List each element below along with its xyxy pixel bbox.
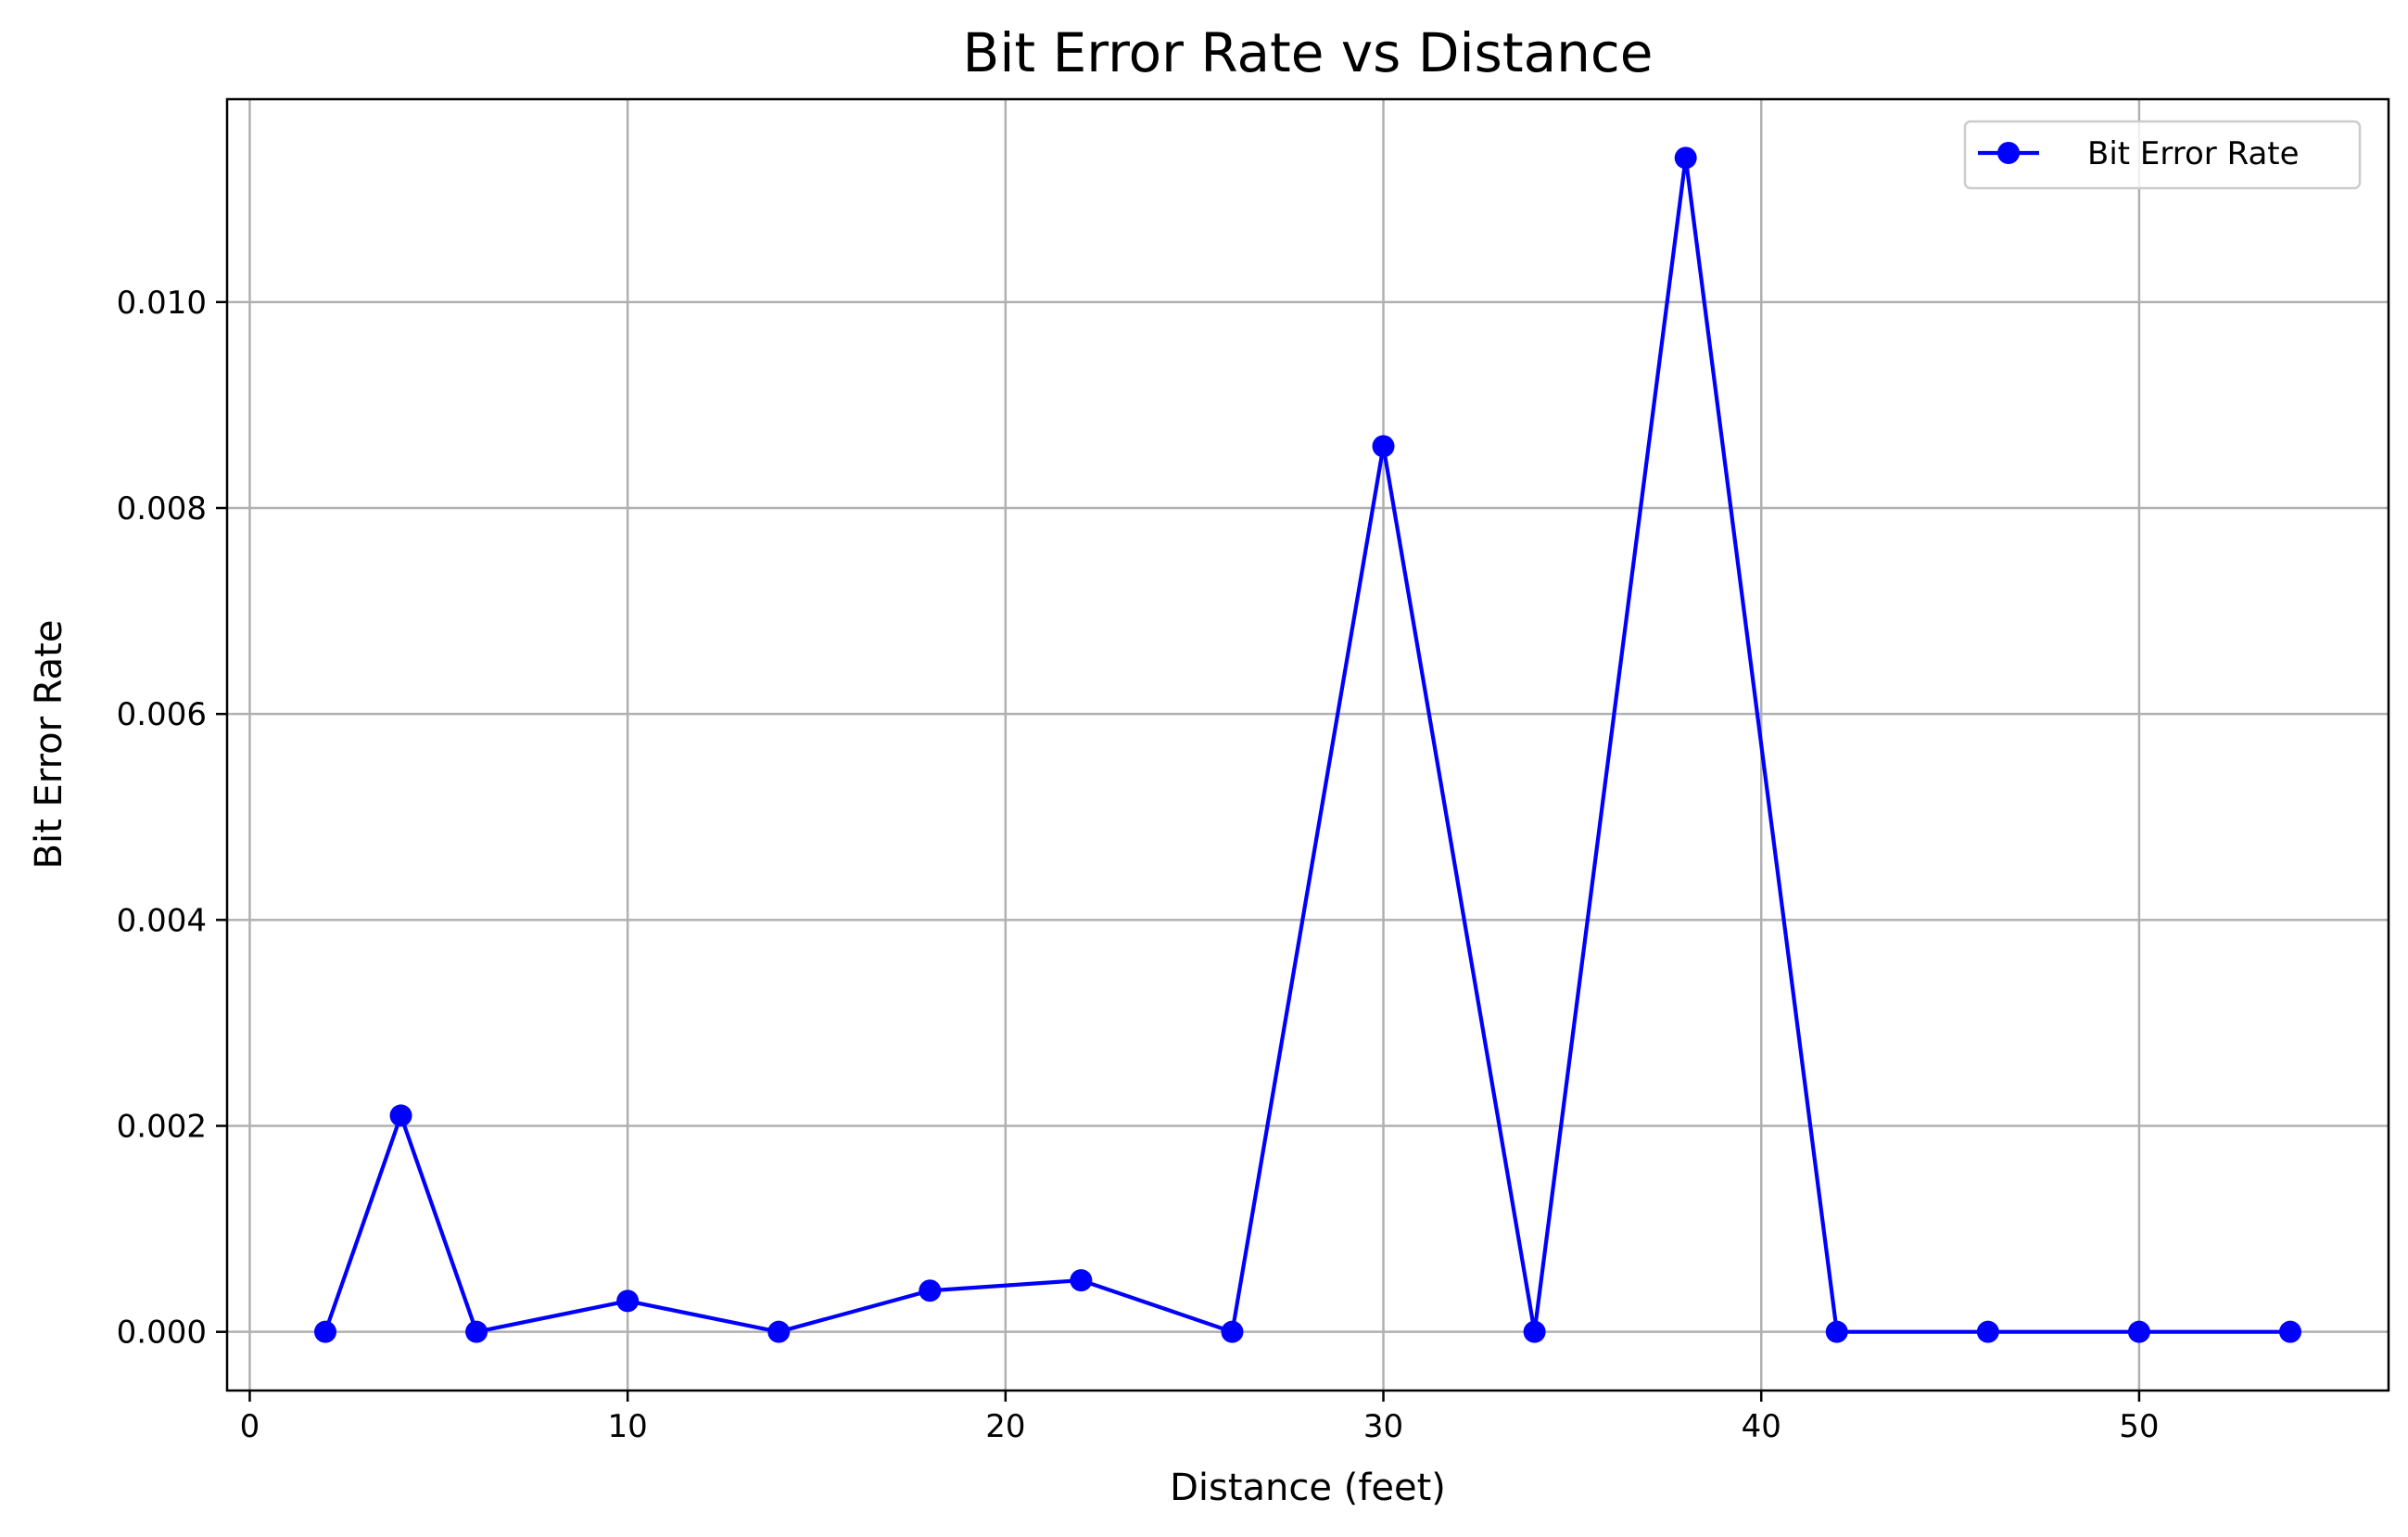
- data-point: [919, 1279, 941, 1302]
- legend: Bit Error Rate: [1965, 121, 2360, 188]
- chart-title: Bit Error Rate vs Distance: [963, 21, 1654, 84]
- data-point: [1373, 435, 1395, 457]
- data-point: [465, 1321, 488, 1343]
- y-tick-label: 0.006: [117, 696, 207, 733]
- data-point: [1675, 146, 1697, 169]
- x-tick-label: 0: [240, 1408, 260, 1445]
- y-tick-label: 0.010: [117, 285, 207, 322]
- y-tick-label: 0.000: [117, 1315, 207, 1352]
- y-tick-label: 0.002: [117, 1109, 207, 1146]
- data-point: [1524, 1321, 1546, 1343]
- data-point: [314, 1321, 336, 1343]
- x-tick-label: 50: [2119, 1408, 2159, 1445]
- data-point: [1221, 1321, 1243, 1343]
- data-point: [1977, 1321, 1999, 1343]
- data-point: [2128, 1321, 2150, 1343]
- data-point: [616, 1289, 639, 1312]
- x-tick-label: 20: [985, 1408, 1025, 1445]
- y-tick-label: 0.004: [117, 902, 207, 939]
- x-tick-label: 30: [1363, 1408, 1403, 1445]
- y-axis-title: Bit Error Rate: [28, 620, 70, 870]
- x-tick-label: 10: [608, 1408, 648, 1445]
- legend-label: Bit Error Rate: [2087, 135, 2300, 172]
- x-tick-label: 40: [1742, 1408, 1781, 1445]
- data-point: [1070, 1269, 1092, 1291]
- legend-marker-swatch: [1997, 142, 2020, 164]
- data-point: [390, 1104, 412, 1126]
- y-tick-label: 0.008: [117, 490, 207, 527]
- x-axis-title: Distance (feet): [1170, 1467, 1446, 1509]
- data-point: [767, 1321, 790, 1343]
- data-point: [2279, 1321, 2301, 1343]
- data-point: [1826, 1321, 1848, 1343]
